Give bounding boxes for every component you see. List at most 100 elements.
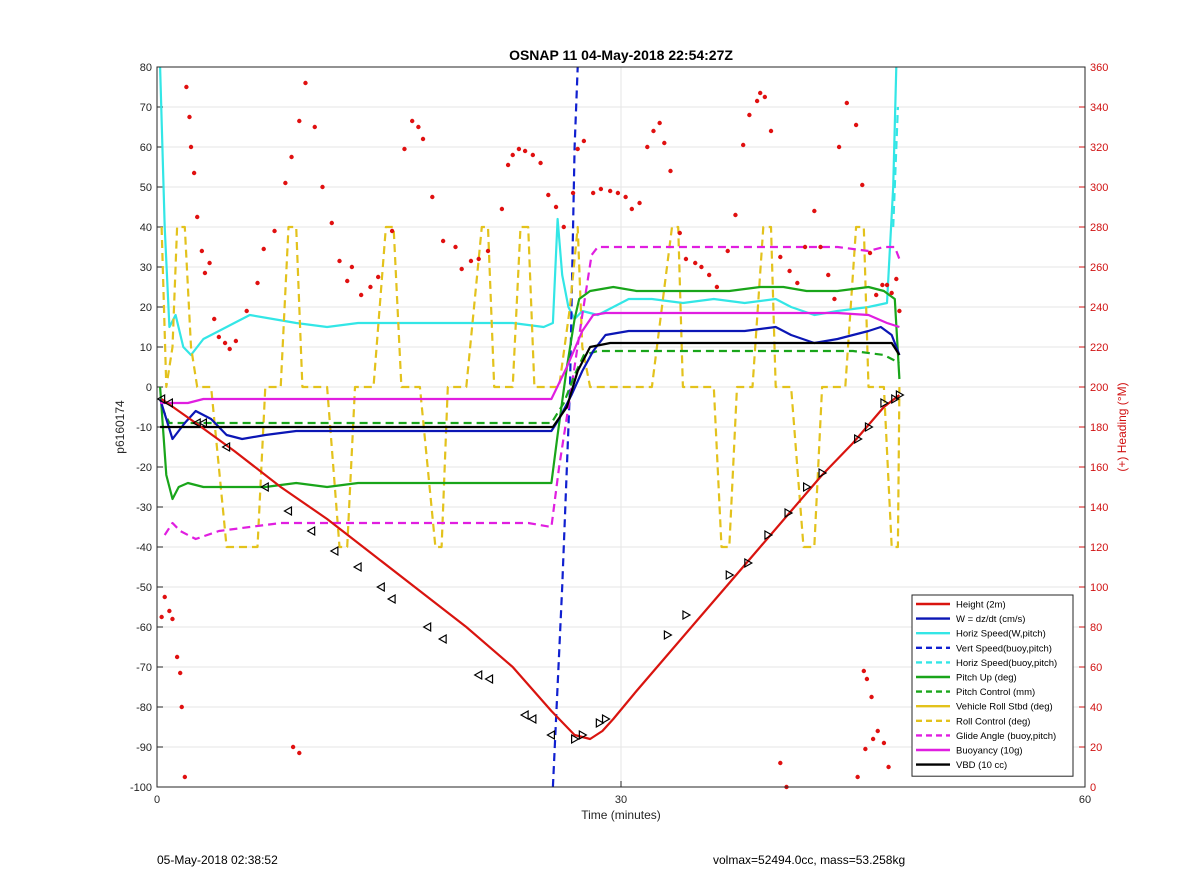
heading-point xyxy=(860,182,865,188)
left-tick-label: -70 xyxy=(136,662,152,674)
height-marker xyxy=(156,393,166,405)
series-heading xyxy=(159,80,902,790)
height-marker xyxy=(891,393,900,405)
legend-label: VBD (10 cc) xyxy=(956,760,1007,771)
height-marker xyxy=(546,729,556,741)
heading-point xyxy=(337,258,342,264)
height-marker xyxy=(601,713,611,725)
left-tick-label: -100 xyxy=(130,782,152,794)
heading-point xyxy=(389,228,395,234)
heading-point xyxy=(802,244,808,250)
heading-point xyxy=(297,118,302,124)
heading-point xyxy=(453,244,458,250)
height-marker xyxy=(473,669,483,681)
heading-point xyxy=(261,246,266,252)
left-tick-label: 30 xyxy=(140,262,152,274)
left-tick-label: 10 xyxy=(140,342,152,354)
height-marker xyxy=(854,433,863,445)
height-marker xyxy=(595,717,605,729)
series-line-w-dz-dt-cm-s xyxy=(159,325,901,441)
height-marker xyxy=(376,581,385,593)
right-tick-label: 180 xyxy=(1090,422,1108,434)
series-group xyxy=(156,66,905,790)
heading-point xyxy=(758,90,763,96)
left-tick-label: -20 xyxy=(136,462,152,474)
height-marker xyxy=(422,621,432,633)
height-marker xyxy=(880,397,890,409)
heading-point xyxy=(869,694,874,700)
heading-point xyxy=(546,192,551,198)
right-tick-label: 40 xyxy=(1090,702,1102,714)
y-axis-label-left: p6160174 xyxy=(113,400,127,454)
legend-label: Vehicle Roll Stbd (deg) xyxy=(956,702,1053,713)
heading-point xyxy=(289,154,294,160)
height-marker xyxy=(221,441,231,453)
right-tick-label: 260 xyxy=(1090,262,1108,274)
height-marker xyxy=(283,505,293,517)
heading-point xyxy=(861,668,867,674)
heading-point xyxy=(199,248,205,254)
heading-point xyxy=(570,190,576,196)
height-marker xyxy=(802,481,812,493)
heading-point xyxy=(553,204,559,210)
heading-point xyxy=(747,112,752,118)
x-tick-label: 30 xyxy=(615,794,627,806)
heading-point xyxy=(162,594,167,600)
right-tick-label: 60 xyxy=(1090,662,1102,674)
heading-point xyxy=(195,214,200,220)
heading-point xyxy=(505,162,511,168)
heading-point xyxy=(179,704,184,710)
legend-label: Horiz Speed(W,pitch) xyxy=(956,629,1046,640)
heading-point xyxy=(476,256,481,262)
heading-point xyxy=(182,774,188,780)
x-tick-label: 60 xyxy=(1079,794,1091,806)
plot-frame xyxy=(156,66,1086,788)
heading-point xyxy=(272,228,277,234)
series-line-height-2m xyxy=(160,394,901,741)
right-tick-label: 0 xyxy=(1090,782,1096,794)
heading-point xyxy=(349,264,355,270)
heading-point xyxy=(233,338,239,344)
heading-point xyxy=(874,292,879,298)
y-axis-label-right: (+) Heading (°M) xyxy=(1115,382,1129,471)
heading-point xyxy=(255,280,260,286)
left-tick-label: -50 xyxy=(136,582,152,594)
heading-point xyxy=(706,272,712,278)
heading-point xyxy=(864,676,870,682)
legend-box xyxy=(911,594,1074,777)
heading-point xyxy=(159,614,164,620)
heading-point xyxy=(733,212,738,218)
heading-point xyxy=(662,140,667,146)
heading-point xyxy=(863,746,868,752)
heading-point xyxy=(762,94,768,100)
heading-point xyxy=(170,616,175,622)
height-marker xyxy=(682,609,692,621)
series-line-pitch-up-deg xyxy=(159,285,901,501)
heading-point xyxy=(832,296,837,302)
height-markers xyxy=(156,389,905,745)
height-marker xyxy=(744,557,754,569)
heading-point xyxy=(530,152,536,158)
heading-point xyxy=(615,190,621,196)
heading-point xyxy=(645,144,650,150)
left-tick-label: -40 xyxy=(136,542,152,554)
heading-point xyxy=(607,188,613,194)
height-marker xyxy=(895,389,905,401)
heading-point xyxy=(202,270,208,276)
series-line-buoyancy-10g xyxy=(160,311,900,405)
heading-point xyxy=(884,282,890,288)
height-marker xyxy=(527,713,537,725)
heading-point xyxy=(538,160,543,166)
left-tick-label: -10 xyxy=(136,422,152,434)
axis-ticks: -100-90-80-70-60-50-40-30-20-10010203040… xyxy=(130,62,1108,806)
heading-point xyxy=(191,170,197,176)
height-marker xyxy=(570,733,580,745)
heading-point xyxy=(795,280,800,286)
heading-point xyxy=(188,144,194,150)
heading-point xyxy=(207,260,212,266)
footer-volmax-mass: volmax=52494.0cc, mass=53.258kg xyxy=(713,853,906,867)
height-marker xyxy=(484,673,494,685)
heading-point xyxy=(290,744,296,750)
height-marker xyxy=(578,729,588,741)
